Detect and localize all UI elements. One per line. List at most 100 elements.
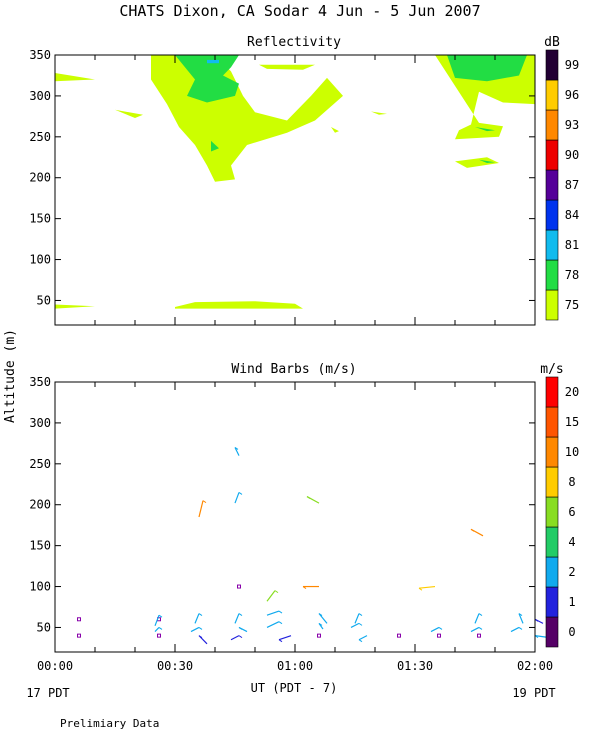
wind-barb-flag [358,639,363,643]
reflectivity-contour-75 [151,55,343,182]
wind-barb-flag [278,639,283,643]
reflectivity-title: Reflectivity [247,35,341,50]
wind-barb-flag [518,613,523,616]
wind-barb [198,500,204,518]
wind-barb [534,635,548,638]
wind-barb-flag [278,621,283,625]
colorbar-label: 90 [565,148,579,162]
y-tick-label: 200 [29,171,51,185]
reflectivity-contour-78 [447,55,527,82]
reflectivity-panel: Reflectivity 50 100 150 200 250 300 350 dB 75 7… [29,35,579,326]
colorbar-swatch [545,229,559,261]
wind-barb [194,613,200,624]
colorbar-label: 4 [568,535,575,549]
colorbar-swatch [545,79,559,111]
colorbar-swatch [545,289,559,321]
reflectivity-contour-75 [175,301,303,309]
x-tick-label: 00:30 [157,659,193,673]
colorbar-label: 0 [568,625,575,639]
reflectivity-contour-75 [371,111,387,115]
x-axis-label: UT (PDT - 7) [251,681,338,695]
wind-barb [430,626,440,633]
colorbar-label: 20 [565,385,579,399]
calm-marker [397,633,401,638]
x-tick-label: 01:00 [277,659,313,673]
wind-barb-flag [274,590,279,594]
calm-marker [77,617,81,622]
wind-barb-flag [198,635,203,639]
colorbar-label: 75 [565,298,579,312]
colorbar-swatch [545,49,559,81]
y-tick-label: 100 [29,580,51,594]
colorbar-swatch [545,199,559,231]
wind-barb-flag [318,622,323,626]
reflectivity-contour-75 [455,157,499,168]
colorbar-swatch [545,466,559,498]
x-tick-label: 01:30 [397,659,433,673]
wind-barb [266,590,276,602]
wind-barb-flag [418,587,423,591]
wind-barb-flag [358,622,363,626]
x-tick-label: 00:00 [37,659,73,673]
y-tick-label: 50 [37,293,51,307]
y-tick-label: 150 [29,212,51,226]
colorbar-label: 15 [565,415,579,429]
wind-barbs-panel: Wind Barbs (m/s) 5010015020025030035000:… [29,362,579,673]
wind-cbar-unit: m/s [540,362,563,377]
colorbar-label: 99 [565,58,579,72]
colorbar-swatch [545,259,559,291]
wind-barb-flag [470,528,475,532]
colorbar-swatch [545,139,559,171]
reflectivity-contour-78 [211,140,219,152]
colorbar-swatch [545,169,559,201]
y-tick-label: 250 [29,130,51,144]
y-axis-label: Altitude (m) [3,329,18,423]
wind-barb [190,626,200,633]
wind-barb [154,614,160,627]
wind-barb-flag [358,613,363,616]
x-sub-right: 19 PDT [512,686,555,700]
colorbar-label: 6 [568,505,575,519]
reflectivity-contour-75 [55,73,95,82]
wind-barb-flag [234,447,239,450]
wind-barb-flag [238,492,243,495]
calm-marker [157,633,161,638]
y-tick-label: 150 [29,539,51,553]
colorbar-swatch [545,436,559,468]
colorbar-label: 96 [565,88,579,102]
wind-barb-flag [302,586,307,589]
x-tick-label: 02:00 [517,659,553,673]
y-tick-label: 100 [29,253,51,267]
y-tick-label: 350 [29,48,51,62]
reflectivity-contour-75 [331,127,339,133]
colorbar-swatch [545,376,559,408]
wind-barb-flag [438,627,443,630]
reflectivity-contour-75 [259,64,315,70]
colorbar-swatch [545,109,559,141]
calm-marker [77,633,81,638]
colorbar-swatch [545,616,559,648]
colorbar-swatch [545,556,559,588]
colorbar-label: 1 [568,595,575,609]
wind-barb-flag [198,627,203,630]
wind-barb-flag [518,627,523,630]
reflectivity-contour-81 [207,59,219,64]
wind-barb [418,585,436,589]
wind-barb [266,621,280,628]
wind-barb-flag [318,613,323,616]
wind-barb [234,613,240,624]
colorbar-swatch [545,406,559,438]
reflectivity-contour-75 [115,109,143,118]
wind-barb-flag [198,613,203,616]
figure-title: CHATS Dixon, CA Sodar 4 Jun - 5 Jun 2007 [119,2,480,20]
wind-barbs-title: Wind Barbs (m/s) [231,362,356,377]
wind-barb [354,613,360,624]
wind-barb-flag [278,610,283,614]
wind-barb-flag [202,500,207,504]
wind-barb-flag [158,614,163,618]
reflectivity-contour-78 [479,159,495,163]
colorbar-label: 93 [565,118,579,132]
colorbar-label: 87 [565,178,579,192]
colorbar-swatch [545,526,559,558]
